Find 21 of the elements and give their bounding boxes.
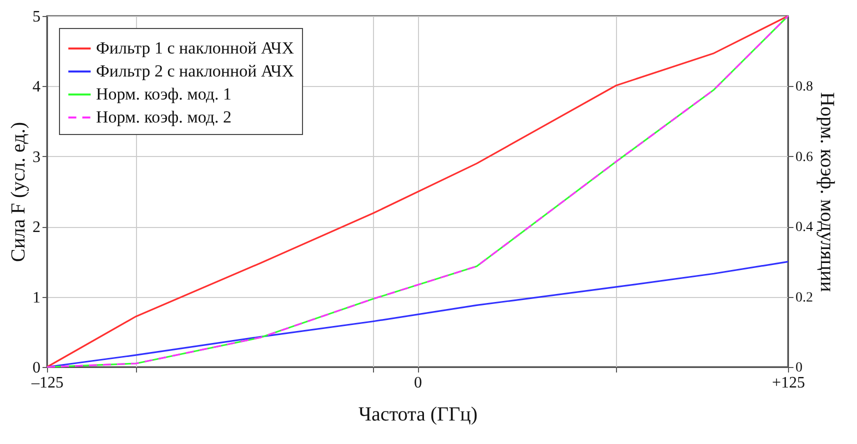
legend-label: Фильтр 2 с наклонной АЧХ (96, 62, 294, 80)
x-tick-label: +125 (772, 374, 806, 392)
y2-tick-label: 0.2 (796, 290, 813, 306)
y2-tick-label: 0.8 (796, 80, 813, 95)
x-tick-label: 0 (414, 374, 422, 392)
y-tick-label: 5 (32, 8, 40, 26)
legend-label: Норм. коэф. мод. 1 (96, 84, 232, 104)
y2-tick-label: 0 (796, 360, 802, 376)
y-tick-label: 1 (32, 289, 40, 306)
legend-label: Фильтр 1 с наклонной АЧХ (96, 38, 294, 58)
y-tick-label: 4 (32, 78, 40, 96)
x-axis-title: Частота (ГГц) (358, 404, 478, 426)
y-tick-label: 0 (32, 360, 40, 376)
y-axis-title: Сила F (усл. ед.) (8, 122, 30, 262)
y2-tick-label: 0.4 (796, 220, 813, 236)
y-tick-label: 2 (32, 219, 40, 236)
legend-label: Норм. коэф. мод. 2 (96, 108, 232, 126)
y2-axis-title: Норм. коэф. модуляции (816, 92, 838, 292)
y2-tick-label: 0.6 (796, 150, 813, 165)
y-tick-label: 3 (32, 148, 40, 166)
x-tick-label: –125 (30, 374, 64, 392)
